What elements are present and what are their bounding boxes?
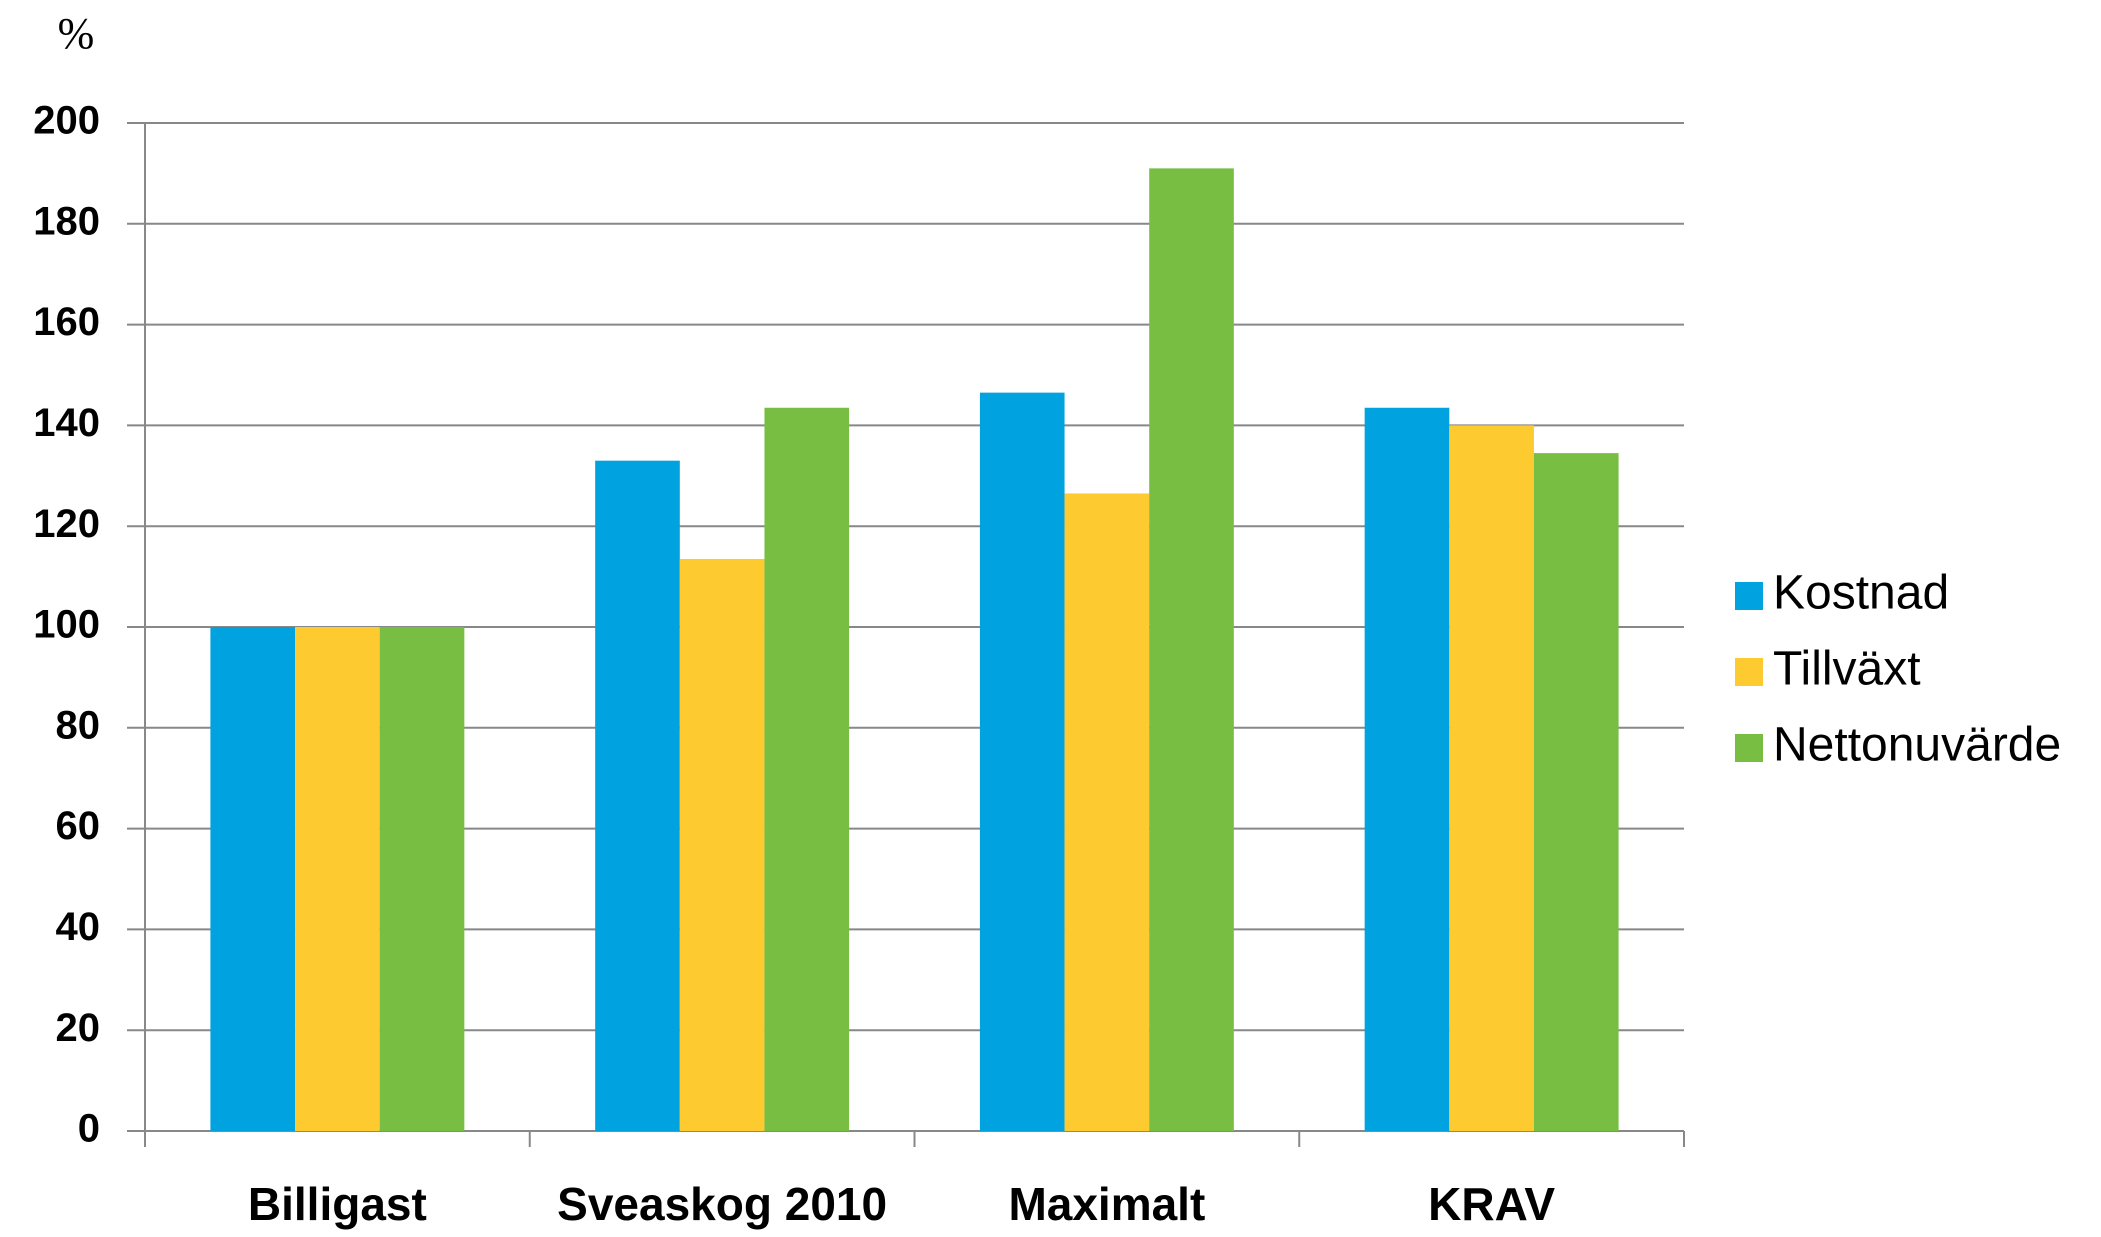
bar — [679, 558, 765, 1131]
bar — [1149, 168, 1234, 1132]
legend-label: Tillväxt — [1773, 643, 1921, 696]
bar — [1533, 453, 1619, 1131]
bar — [295, 627, 380, 1131]
bar — [1064, 493, 1150, 1131]
bar — [764, 407, 850, 1131]
y-tick-label: 120 — [33, 502, 100, 546]
y-axis-label: % — [58, 9, 95, 58]
y-tick-label: 200 — [33, 99, 100, 143]
y-tick-label: 40 — [56, 905, 101, 949]
y-tick-label: 160 — [33, 300, 100, 344]
bar — [210, 627, 296, 1131]
bar — [1449, 425, 1534, 1131]
bar — [1364, 407, 1450, 1131]
y-tick-label: 0 — [78, 1107, 100, 1151]
legend-swatch — [1735, 734, 1763, 762]
y-tick-label: 20 — [56, 1006, 101, 1050]
y-tick-label: 60 — [56, 804, 101, 848]
y-tick-label: 80 — [56, 703, 101, 747]
y-tick-label: 140 — [33, 401, 100, 445]
bar — [379, 627, 465, 1131]
legend-swatch — [1735, 658, 1763, 686]
y-tick-label: 180 — [33, 199, 100, 243]
legend-label: Nettonuvärde — [1773, 719, 2061, 772]
y-tick-label: 100 — [33, 603, 100, 647]
bar — [595, 460, 680, 1131]
x-tick-label: Maximalt — [1008, 1178, 1205, 1230]
legend-label: Kostnad — [1773, 567, 1949, 620]
bar — [979, 392, 1065, 1131]
x-tick-label: Billigast — [248, 1178, 427, 1230]
x-tick-label: KRAV — [1428, 1178, 1555, 1230]
x-tick-label: Sveaskog 2010 — [557, 1178, 887, 1230]
legend-swatch — [1735, 582, 1763, 610]
